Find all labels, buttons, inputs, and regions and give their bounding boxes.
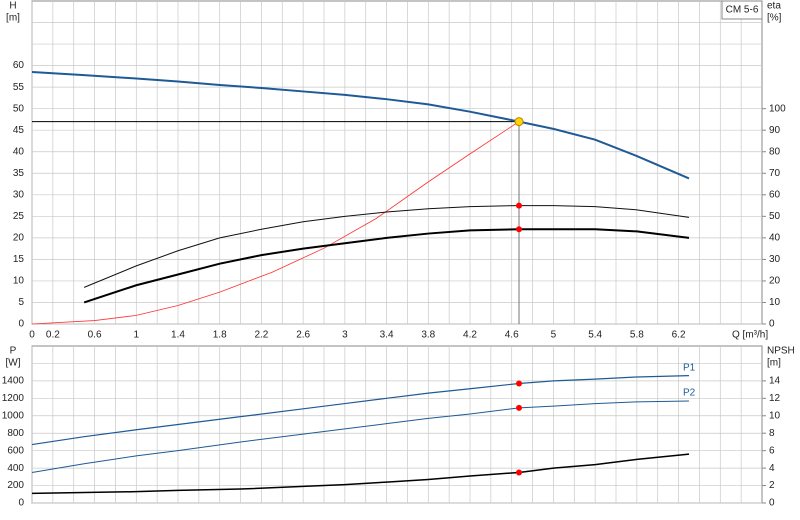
x-tick-label: 3.4 xyxy=(380,330,394,341)
series-label: P2 xyxy=(683,388,696,399)
series-line xyxy=(83,205,690,288)
x-tick-label: 3 xyxy=(342,330,348,341)
y2-tick-label: 50 xyxy=(769,211,781,222)
y-tick-label: 1000 xyxy=(2,410,25,421)
y2-tick-label: 90 xyxy=(769,125,781,136)
y-tick-label: 45 xyxy=(13,125,25,136)
x-tick-label: 5 xyxy=(551,330,557,341)
plot-frame xyxy=(31,345,763,504)
series-line xyxy=(83,228,690,304)
x-tick-label: 0 xyxy=(29,330,35,341)
y2-tick-label: 4 xyxy=(769,463,775,474)
y-tick-label: 30 xyxy=(13,189,25,200)
y2-tick-label: 40 xyxy=(769,233,781,244)
y2-tick-label: 10 xyxy=(769,410,781,421)
y2-tick-label: 0 xyxy=(769,319,775,330)
series-line xyxy=(31,121,520,325)
y-tick-label: 200 xyxy=(7,480,24,491)
y-tick-label: 10 xyxy=(13,276,25,287)
y-tick-label: 20 xyxy=(13,233,25,244)
y2-axis-unit: [m] xyxy=(767,358,781,369)
series-label: P1 xyxy=(683,362,696,373)
y-tick-label: 25 xyxy=(13,211,25,222)
y-tick-label: 1400 xyxy=(2,376,25,387)
x-axis-label: Q [m³/h] xyxy=(732,330,768,341)
y-axis-unit: [m] xyxy=(6,13,20,24)
operating-point xyxy=(516,404,523,411)
y-axis-label: P xyxy=(10,346,17,357)
y-tick-label: 800 xyxy=(7,428,24,439)
series-line xyxy=(31,375,690,446)
operating-point xyxy=(516,380,523,387)
y-tick-label: 5 xyxy=(18,297,24,308)
y2-tick-label: 20 xyxy=(769,276,781,287)
y2-axis-unit: [%] xyxy=(767,13,782,24)
title-box xyxy=(721,0,763,20)
y2-tick-label: 6 xyxy=(769,445,775,456)
y-tick-label: 40 xyxy=(13,146,25,157)
y-tick-label: 600 xyxy=(7,445,24,456)
x-tick-label: 1.4 xyxy=(171,330,185,341)
y2-tick-label: 70 xyxy=(769,168,781,179)
operating-point xyxy=(514,117,524,127)
chart-title: CM 5-6 xyxy=(726,5,759,16)
y-tick-label: 60 xyxy=(13,60,25,71)
y2-tick-label: 30 xyxy=(769,254,781,265)
y2-tick-label: 12 xyxy=(769,393,781,404)
x-tick-label: 4.2 xyxy=(463,330,477,341)
x-tick-label: 2.2 xyxy=(254,330,268,341)
x-tick-label: 0.2 xyxy=(46,330,60,341)
operating-point xyxy=(516,226,523,233)
y-tick-label: 55 xyxy=(13,82,25,93)
y2-tick-label: 8 xyxy=(769,428,775,439)
y2-tick-label: 14 xyxy=(769,376,781,387)
y2-tick-label: 80 xyxy=(769,146,781,157)
x-tick-label: 2.6 xyxy=(296,330,310,341)
y2-tick-label: 60 xyxy=(769,189,781,200)
y2-axis-label: eta xyxy=(767,1,781,12)
y-tick-label: 15 xyxy=(13,254,25,265)
x-tick-label: 4.6 xyxy=(505,330,519,341)
x-tick-label: 5.8 xyxy=(630,330,644,341)
x-tick-label: 1.8 xyxy=(213,330,227,341)
series-line xyxy=(31,453,690,495)
y2-tick-label: 10 xyxy=(769,297,781,308)
series-line xyxy=(31,400,690,473)
x-tick-label: 6.2 xyxy=(672,330,686,341)
y-tick-label: 0 xyxy=(18,498,24,509)
y-axis-label: H xyxy=(9,1,16,12)
operating-point xyxy=(516,202,523,209)
x-tick-label: 5.4 xyxy=(588,330,602,341)
x-tick-label: 0.6 xyxy=(88,330,102,341)
y-axis-unit: [W] xyxy=(6,358,21,369)
y2-axis-label: NPSH xyxy=(767,346,795,357)
y2-tick-label: 0 xyxy=(769,498,775,509)
y-tick-label: 50 xyxy=(13,103,25,114)
series-line xyxy=(31,71,690,180)
y-tick-label: 35 xyxy=(13,168,25,179)
y2-tick-label: 100 xyxy=(769,103,786,114)
y-tick-label: 0 xyxy=(18,319,24,330)
y-tick-label: 1200 xyxy=(2,393,25,404)
y2-tick-label: 2 xyxy=(769,480,775,491)
x-tick-label: 1 xyxy=(134,330,140,341)
operating-point xyxy=(516,469,523,476)
y-tick-label: 400 xyxy=(7,463,24,474)
x-tick-label: 3.8 xyxy=(421,330,435,341)
